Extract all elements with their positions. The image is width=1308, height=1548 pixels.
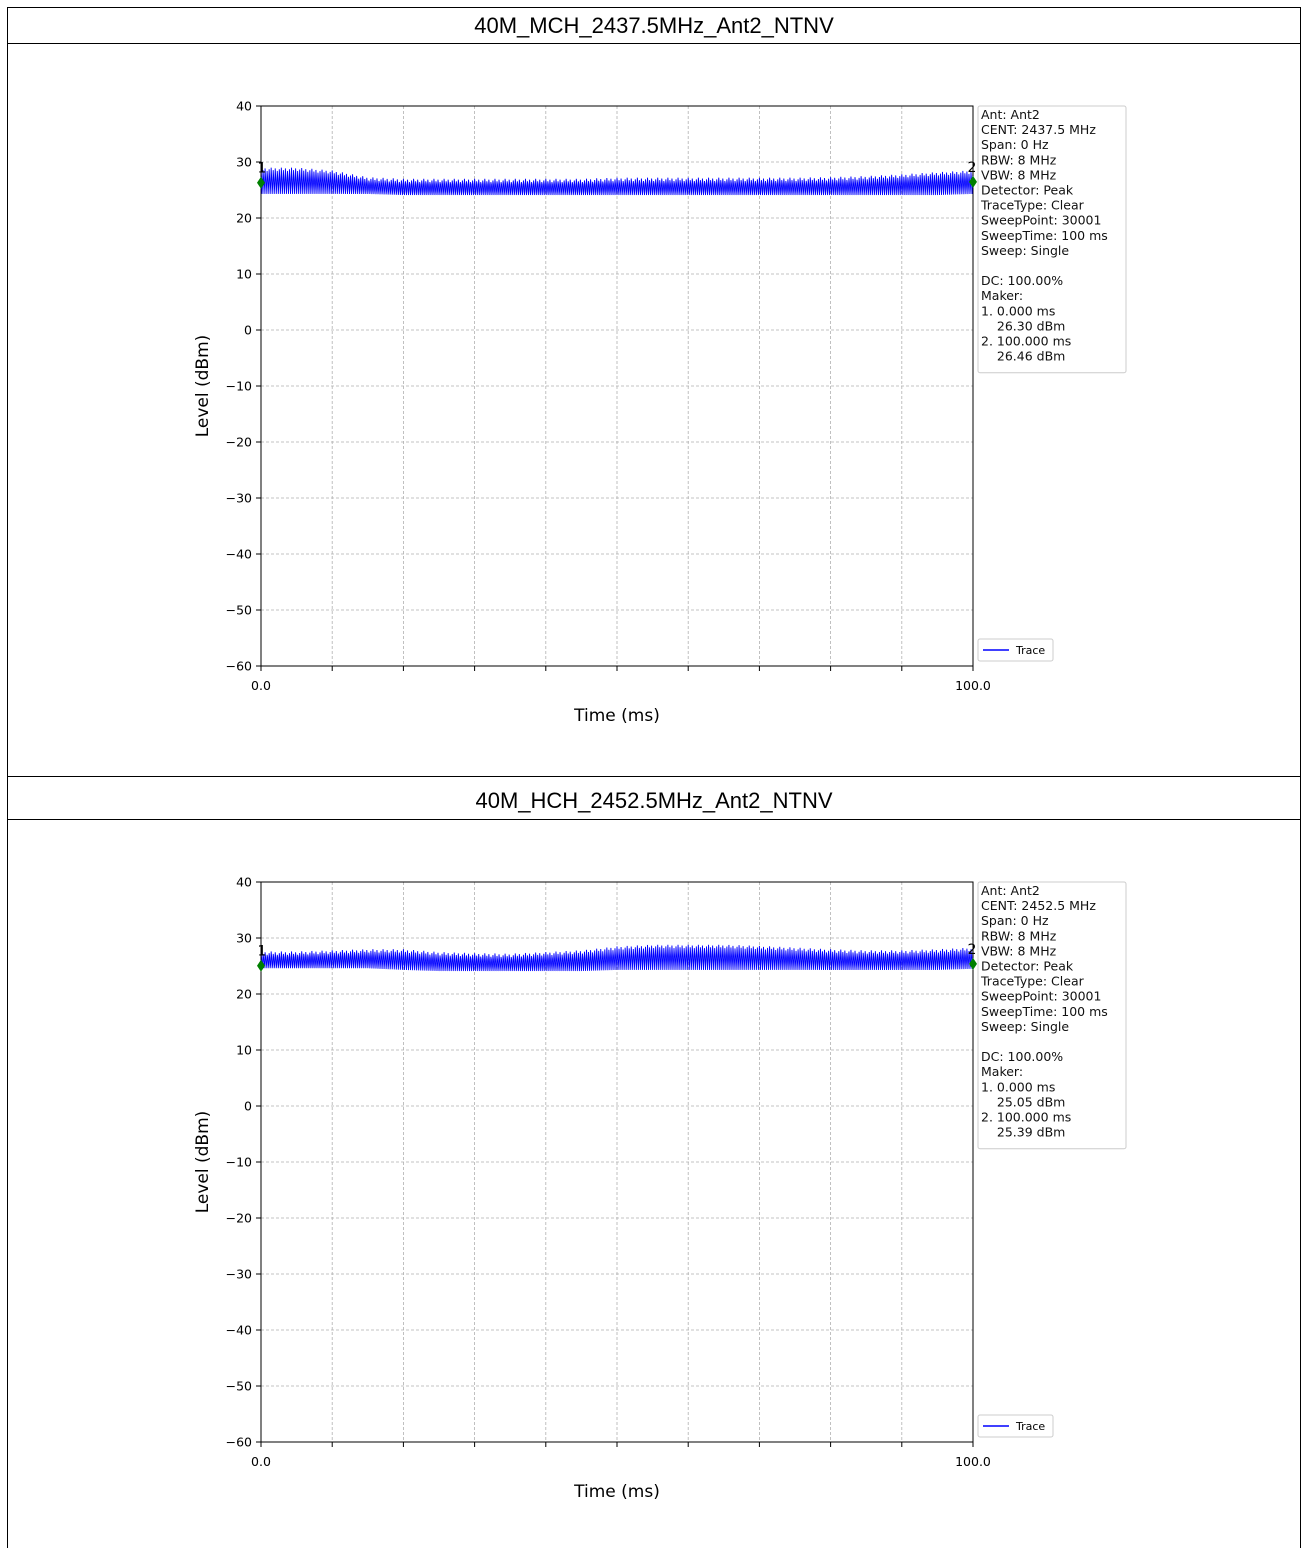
y-tick-label: 40	[236, 99, 252, 114]
x-axis-label: Time (ms)	[573, 1482, 660, 1502]
marker-1-diamond	[257, 959, 265, 972]
y-tick-label: −30	[226, 491, 252, 506]
info-line: SweepPoint: 30001	[981, 989, 1101, 1004]
y-tick-label: −50	[226, 1379, 252, 1394]
trace-line	[260, 944, 974, 972]
info-line: Maker:	[981, 288, 1023, 303]
title-divider-1	[7, 43, 1301, 44]
marker-2-diamond	[969, 957, 977, 970]
info-line: DC: 100.00%	[981, 273, 1063, 288]
info-line: Detector: Peak	[981, 959, 1074, 974]
marker-2-diamond	[969, 175, 977, 188]
marker-2-label: 2	[968, 942, 977, 958]
info-line: RBW: 8 MHz	[981, 152, 1057, 167]
info-line: CENT: 2452.5 MHz	[981, 898, 1096, 913]
info-line: SweepTime: 100 ms	[981, 1004, 1108, 1019]
y-tick-label: −30	[226, 1267, 252, 1282]
trace-line	[260, 167, 974, 196]
y-axis-label: Level (dBm)	[193, 335, 213, 438]
legend-box	[977, 1414, 1054, 1438]
info-line: TraceType: Clear	[980, 198, 1085, 213]
legend-box	[977, 638, 1054, 662]
chart-title-2: 40M_HCH_2452.5MHz_Ant2_NTNV	[475, 788, 833, 813]
chart-hch: 40 30 20 10 0 −10 −20 −30 −40 −50 −60 0.0 100.0 Time …	[193, 875, 1127, 1502]
grid-lines	[261, 106, 973, 666]
y-tick-label: 10	[236, 267, 252, 282]
info-line: TraceType: Clear	[980, 974, 1085, 989]
x-axis-label: Time (ms)	[573, 706, 660, 726]
y-tick-label: 40	[236, 875, 252, 890]
y-tick-label: −60	[226, 1435, 252, 1450]
info-line: Maker:	[981, 1064, 1023, 1079]
panel-divider	[7, 776, 1301, 777]
y-axis-label: Level (dBm)	[193, 1111, 213, 1214]
info-line: Ant: Ant2	[981, 883, 1040, 898]
info-line: 2. 100.000 ms	[981, 334, 1071, 349]
y-tick-label: 0	[244, 1099, 252, 1114]
info-line: 1. 0.000 ms	[981, 303, 1055, 318]
y-tick-label: 20	[236, 211, 252, 226]
title-divider-2	[7, 819, 1301, 820]
y-tick-label: 30	[236, 931, 252, 946]
info-line: VBW: 8 MHz	[981, 943, 1057, 958]
x-tick-label: 100.0	[955, 1454, 991, 1469]
y-tick-label: 20	[236, 987, 252, 1002]
grid-lines	[261, 882, 973, 1442]
info-line: 25.39 dBm	[981, 1125, 1065, 1140]
chart-title-1: 40M_MCH_2437.5MHz_Ant2_NTNV	[474, 13, 834, 38]
info-box	[977, 881, 1127, 1150]
info-line: Span: 0 Hz	[981, 137, 1049, 152]
info-line: Detector: Peak	[981, 183, 1074, 198]
info-line: Sweep: Single	[981, 243, 1069, 258]
y-tick-label: 0	[244, 323, 252, 338]
figure-frame	[7, 7, 1301, 1548]
marker-1-label: 1	[258, 944, 267, 960]
info-line: SweepPoint: 30001	[981, 213, 1101, 228]
y-tick-label: −10	[226, 379, 252, 394]
y-tick-label: −20	[226, 1211, 252, 1226]
y-tick-label: −40	[226, 1323, 252, 1338]
y-tick-label: 30	[236, 155, 252, 170]
info-line: 25.05 dBm	[981, 1094, 1065, 1109]
info-box	[977, 105, 1127, 374]
info-line: 26.46 dBm	[981, 349, 1065, 364]
x-tick-label: 0.0	[251, 1454, 271, 1469]
info-line: CENT: 2437.5 MHz	[981, 122, 1096, 137]
info-line: 26.30 dBm	[981, 318, 1065, 333]
y-tick-label: −20	[226, 435, 252, 450]
legend-label: Trace	[1015, 1420, 1045, 1433]
y-tick-label: −60	[226, 659, 252, 674]
x-tick-label: 100.0	[955, 678, 991, 693]
info-line: DC: 100.00%	[981, 1049, 1063, 1064]
y-tick-label: −50	[226, 603, 252, 618]
info-line: Ant: Ant2	[981, 107, 1040, 122]
y-tick-label: 10	[236, 1043, 252, 1058]
y-tick-label: −40	[226, 547, 252, 562]
info-line: Span: 0 Hz	[981, 913, 1049, 928]
marker-1-diamond	[257, 176, 265, 189]
marker-1-label: 1	[258, 161, 267, 177]
info-line: Sweep: Single	[981, 1019, 1069, 1034]
y-tick-label: −10	[226, 1155, 252, 1170]
marker-2-label: 2	[968, 160, 977, 176]
info-line: SweepTime: 100 ms	[981, 228, 1108, 243]
chart-mch: 40 30 20 10 0 −10 −20 −30 −40 −50 −60 0.0 100.0 Time …	[193, 99, 1127, 726]
info-line: 2. 100.000 ms	[981, 1110, 1071, 1125]
info-line: 1. 0.000 ms	[981, 1079, 1055, 1094]
info-line: RBW: 8 MHz	[981, 928, 1057, 943]
x-tick-label: 0.0	[251, 678, 271, 693]
legend-label: Trace	[1015, 644, 1045, 657]
info-line: VBW: 8 MHz	[981, 167, 1057, 182]
